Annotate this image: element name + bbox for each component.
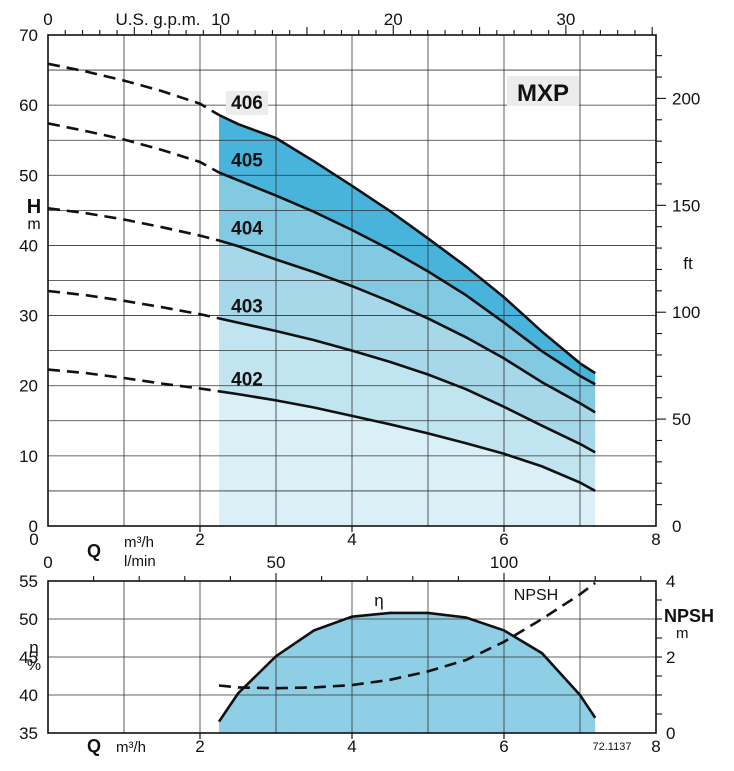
efficiency-area-fill	[219, 612, 596, 733]
region-fill-406	[219, 115, 596, 385]
npsh-tick-label: 0	[666, 724, 675, 743]
x-tick-label: 6	[499, 737, 508, 756]
gpm-tick-label: 0	[43, 10, 52, 29]
x-tick-label: 0	[29, 530, 38, 549]
model-title-box	[507, 76, 579, 106]
eta-tick-label: 50	[19, 610, 38, 629]
gpm-tick-label: 10	[211, 10, 230, 29]
npsh-axis-unit: m	[676, 625, 689, 642]
curve-405	[218, 171, 596, 386]
q-axis-title: Q	[87, 541, 101, 561]
gpm-tick-label: 20	[384, 10, 403, 29]
head-curves	[48, 62, 596, 493]
head-region-fills	[219, 115, 596, 526]
region-fill-402	[219, 391, 596, 526]
gpm-unit-label: U.S. g.p.m.	[115, 10, 200, 29]
efficiency-npsh-curves	[217, 581, 597, 723]
y-tick-label: 50	[19, 166, 38, 185]
eta-tick-label: 55	[19, 572, 38, 591]
q-unit-m3h: m³/h	[116, 739, 146, 756]
q-unit-m3h: m³/h	[124, 534, 154, 551]
ft-unit-label: ft	[683, 254, 693, 273]
gpm-tick-label: 30	[556, 10, 575, 29]
curve-402	[218, 390, 596, 493]
h-axis-title: H	[27, 196, 41, 218]
ft-tick-label: 150	[672, 196, 700, 215]
x-tick-label: 8	[651, 737, 660, 756]
curve-402-dashed	[48, 368, 220, 393]
x-tick-label: 2	[195, 737, 204, 756]
region-fill-403	[219, 318, 596, 491]
lmin-tick-label: 50	[267, 553, 286, 572]
y-tick-label: 0	[29, 517, 38, 536]
eta-tick-label: 35	[19, 724, 38, 743]
curve-label-402: 402	[231, 369, 263, 390]
x-tick-label: 4	[347, 530, 356, 549]
curve-405-dashed	[48, 122, 220, 174]
curve-406	[218, 113, 596, 375]
eta-axis-title: η	[29, 638, 38, 657]
x-tick-label: 8	[651, 530, 660, 549]
x-tick-label: 6	[499, 530, 508, 549]
ft-tick-label: 50	[672, 410, 691, 429]
curve-label-404: 404	[231, 219, 263, 240]
region-fill-404	[219, 240, 596, 453]
eta-axis-unit: %	[27, 657, 41, 674]
ft-tick-label: 200	[672, 89, 700, 108]
region-fill-405	[219, 172, 596, 413]
curve-406-dashed	[48, 62, 220, 117]
efficiency-fill	[219, 612, 596, 733]
eta-tick-label: 45	[19, 648, 38, 667]
curve-npsh	[218, 581, 596, 690]
npsh-axis-title: NPSH	[664, 606, 714, 626]
y-tick-label: 60	[19, 96, 38, 115]
curve-403	[218, 317, 596, 454]
model-title: MXP	[517, 80, 569, 107]
h-axis-unit: m	[27, 216, 40, 233]
lmin-tick-label: 0	[43, 553, 52, 572]
npsh-curve-label: NPSH	[514, 587, 558, 604]
curve-label-box-406	[226, 90, 268, 115]
y-tick-label: 10	[19, 447, 38, 466]
head-chart-grid	[47, 34, 657, 527]
curve-efficiency	[217, 611, 597, 723]
curve-label-405: 405	[231, 150, 263, 171]
y-tick-label: 70	[19, 26, 38, 45]
x-tick-label: 2	[195, 530, 204, 549]
curve-404-dashed	[48, 207, 220, 242]
q-axis-title: Q	[87, 736, 101, 756]
npsh-tick-label: 2	[666, 648, 675, 667]
figure-code: 72.1137	[593, 741, 632, 753]
ft-tick-label: 100	[672, 303, 700, 322]
q-unit-lmin: l/min	[124, 553, 156, 570]
y-tick-label: 30	[19, 307, 38, 326]
npsh-tick-label: 4	[666, 572, 675, 591]
curve-label-403: 403	[231, 296, 263, 317]
curve-403-dashed	[48, 289, 220, 320]
curve-404	[218, 239, 596, 414]
lmin-tick-label: 100	[490, 553, 518, 572]
ft-tick-label: 0	[672, 517, 681, 536]
y-tick-label: 40	[19, 236, 38, 255]
eta-tick-label: 40	[19, 686, 38, 705]
curve-label-406: 406	[231, 93, 263, 114]
eta-curve-label: η	[374, 591, 383, 610]
y-tick-label: 20	[19, 377, 38, 396]
x-tick-label: 4	[347, 737, 356, 756]
